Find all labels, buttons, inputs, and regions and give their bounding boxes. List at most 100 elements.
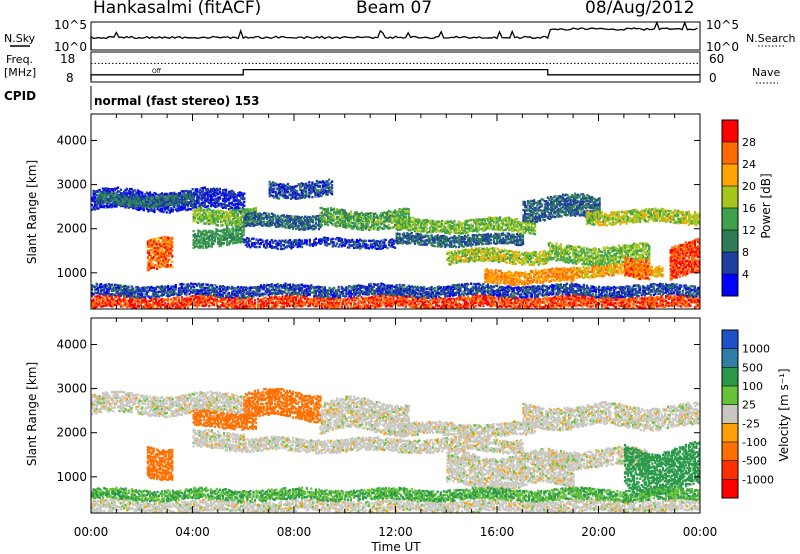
heatmap-cell	[94, 190, 97, 193]
heatmap-cell	[340, 219, 343, 223]
heatmap-cell	[293, 190, 296, 193]
heatmap-cell	[134, 195, 137, 198]
heatmap-cell	[409, 235, 412, 238]
heatmap-cell	[658, 215, 662, 219]
heatmap-cell	[200, 219, 203, 222]
heatmap-cell	[528, 200, 531, 203]
heatmap-cell	[666, 215, 669, 218]
heatmap-cell	[223, 205, 226, 208]
heatmap-cell	[450, 250, 453, 254]
heatmap-cell	[229, 241, 232, 245]
heatmap-cell	[135, 197, 138, 200]
heatmap-cell	[403, 207, 406, 210]
heatmap-cell	[426, 234, 429, 237]
heatmap-cell	[109, 192, 112, 195]
heatmap-cell	[375, 228, 378, 231]
heatmap-cell	[213, 221, 216, 224]
heatmap-cell	[360, 216, 363, 220]
heatmap-cell	[274, 184, 277, 187]
heatmap-cell	[523, 205, 527, 209]
heatmap-cell	[336, 242, 339, 245]
heatmap-cell	[532, 230, 535, 233]
heatmap-cell	[616, 211, 619, 214]
heatmap-cell	[297, 193, 300, 196]
heatmap-cell	[450, 230, 453, 234]
heatmap-cell	[270, 219, 273, 222]
heatmap-cell	[235, 196, 238, 200]
heatmap-cell	[232, 218, 235, 221]
heatmap-cell	[234, 206, 237, 209]
heatmap-cell	[229, 218, 232, 221]
heatmap-cell	[531, 218, 534, 221]
heatmap-cell	[485, 249, 488, 253]
heatmap-cell	[693, 223, 697, 226]
heatmap-cell	[457, 245, 461, 249]
heatmap-cell	[665, 220, 668, 223]
heatmap-cell	[176, 207, 179, 210]
heatmap-cell	[305, 186, 308, 189]
heatmap-cell	[337, 224, 340, 228]
heatmap-cell	[597, 207, 600, 210]
heatmap-cell	[246, 237, 249, 240]
heatmap-cell	[593, 223, 596, 226]
heatmap-cell	[581, 211, 584, 214]
heatmap-cell	[580, 198, 583, 201]
heatmap-cell	[457, 231, 461, 235]
heatmap-cell	[287, 222, 290, 225]
heatmap-cell	[502, 242, 505, 245]
heatmap-cell	[468, 240, 471, 243]
heatmap-cell	[369, 239, 372, 243]
heatmap-cell	[598, 223, 601, 227]
heatmap-cell	[488, 223, 491, 227]
heatmap-cell	[697, 214, 700, 218]
heatmap-cell	[278, 225, 281, 228]
heatmap-cell	[512, 241, 515, 244]
heatmap-cell	[506, 242, 509, 245]
heatmap-cell	[506, 221, 509, 224]
heatmap-cell	[511, 233, 514, 236]
heatmap-cell	[300, 191, 303, 194]
heatmap-cell	[238, 236, 241, 240]
heatmap-cell	[552, 195, 555, 199]
heatmap-cell	[565, 210, 568, 213]
heatmap-cell	[577, 193, 580, 196]
heatmap-cell	[524, 227, 528, 231]
heatmap-cell	[646, 216, 649, 219]
heatmap-cell	[169, 240, 172, 243]
heatmap-cell	[126, 192, 129, 195]
heatmap-cell	[484, 255, 487, 258]
heatmap-cell	[326, 184, 329, 187]
heatmap-cell	[631, 217, 634, 220]
heatmap-cell	[216, 240, 220, 243]
heatmap-cell	[416, 221, 419, 225]
heatmap-cell	[235, 227, 238, 230]
heatmap-cell	[299, 242, 302, 246]
heatmap-cell	[257, 222, 260, 226]
heatmap-cell	[575, 209, 578, 212]
heatmap-cell	[192, 246, 195, 250]
heatmap-cell	[655, 214, 658, 217]
heatmap-cell	[432, 229, 435, 232]
heatmap-cell	[206, 194, 209, 198]
heatmap-cell	[308, 243, 311, 246]
heatmap-cell	[416, 224, 419, 227]
heatmap-cell	[418, 237, 421, 240]
heatmap-cell	[441, 224, 444, 227]
heatmap-cell	[213, 235, 216, 238]
heatmap-cell	[302, 221, 305, 224]
heatmap-cell	[588, 222, 592, 225]
heatmap-cell	[522, 215, 525, 219]
heatmap-cell	[491, 256, 495, 259]
heatmap-cell	[466, 252, 469, 255]
heatmap-cell	[575, 199, 578, 203]
heatmap-cell	[204, 210, 207, 213]
heatmap-cell	[192, 235, 195, 238]
heatmap-cell	[585, 214, 588, 218]
heatmap-cell	[539, 209, 542, 212]
heatmap-cell	[357, 212, 360, 216]
heatmap-cell	[205, 192, 208, 195]
heatmap-cell	[555, 209, 559, 212]
heatmap-cell	[422, 243, 426, 246]
heatmap-cell	[457, 235, 461, 238]
heatmap-cell	[349, 213, 352, 216]
